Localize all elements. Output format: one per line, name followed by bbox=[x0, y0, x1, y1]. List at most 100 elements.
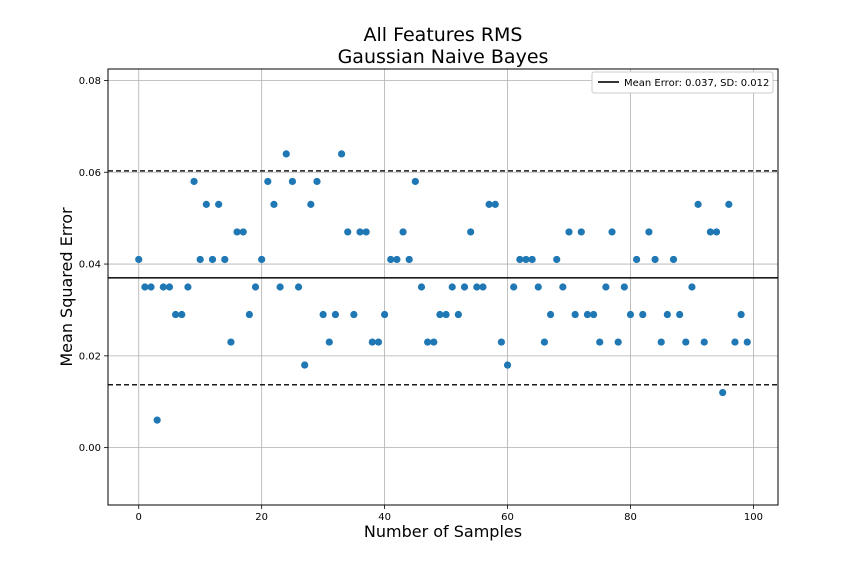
data-point bbox=[731, 338, 739, 346]
data-point bbox=[577, 228, 585, 236]
data-point bbox=[491, 200, 499, 208]
data-point bbox=[319, 310, 327, 319]
x-tick-label: 0 bbox=[136, 512, 142, 523]
x-tick-label: 100 bbox=[744, 512, 763, 523]
data-point bbox=[571, 310, 579, 319]
data-point bbox=[239, 228, 247, 236]
data-point bbox=[503, 361, 512, 369]
data-point bbox=[737, 310, 745, 319]
data-point bbox=[208, 255, 217, 264]
chart-title-line-2: Gaussian Naive Bayes bbox=[338, 46, 549, 68]
x-axis-ticks: 0 20 40 60 80 100 bbox=[136, 505, 763, 523]
data-point bbox=[393, 255, 401, 264]
data-point bbox=[522, 255, 530, 264]
data-point bbox=[294, 283, 303, 291]
data-point bbox=[411, 177, 419, 186]
data-point bbox=[251, 283, 260, 291]
data-point bbox=[387, 255, 395, 264]
data-points bbox=[135, 150, 751, 424]
data-point bbox=[479, 283, 487, 291]
data-point bbox=[565, 228, 573, 236]
data-point bbox=[331, 310, 340, 319]
data-point bbox=[288, 177, 297, 186]
data-point bbox=[700, 338, 708, 346]
data-point bbox=[651, 255, 659, 264]
y-tick-label: 0.08 bbox=[79, 76, 101, 87]
data-point bbox=[381, 310, 389, 319]
data-point bbox=[337, 150, 346, 158]
data-point bbox=[602, 283, 610, 291]
data-point bbox=[399, 228, 407, 236]
data-point bbox=[405, 255, 413, 264]
data-point bbox=[614, 338, 622, 346]
data-point bbox=[436, 310, 444, 319]
x-tick-label: 40 bbox=[378, 512, 391, 523]
data-point bbox=[313, 177, 321, 186]
data-point bbox=[743, 338, 751, 346]
data-point bbox=[583, 310, 592, 319]
y-axis-label: Mean Squared Error bbox=[57, 207, 76, 367]
data-point bbox=[178, 310, 186, 319]
data-point bbox=[510, 283, 518, 291]
data-point bbox=[534, 283, 542, 291]
x-tick-label: 80 bbox=[624, 512, 637, 523]
data-point bbox=[497, 338, 505, 346]
data-point bbox=[528, 255, 536, 264]
reference-lines bbox=[108, 170, 778, 386]
legend: Mean Error: 0.037, SD: 0.012 bbox=[591, 71, 774, 94]
data-point bbox=[657, 338, 665, 346]
data-point bbox=[221, 255, 229, 264]
data-point bbox=[516, 255, 524, 264]
data-point bbox=[141, 283, 149, 291]
data-point bbox=[694, 200, 702, 208]
data-point bbox=[676, 310, 684, 319]
data-point bbox=[540, 338, 549, 346]
data-point bbox=[368, 338, 376, 346]
data-point bbox=[430, 338, 438, 346]
data-point bbox=[325, 338, 333, 346]
data-point bbox=[202, 200, 210, 208]
chart-title-line-1: All Features RMS bbox=[364, 24, 523, 46]
data-point bbox=[589, 310, 598, 319]
data-point bbox=[135, 255, 143, 264]
y-tick-label: 0.02 bbox=[79, 351, 101, 362]
y-tick-label: 0.04 bbox=[79, 260, 101, 271]
x-axis-label: Number of Samples bbox=[364, 522, 522, 541]
data-point bbox=[454, 310, 462, 319]
y-tick-label: 0.00 bbox=[79, 443, 101, 454]
grid bbox=[108, 69, 778, 505]
legend-entry: Mean Error: 0.037, SD: 0.012 bbox=[624, 78, 769, 89]
data-point bbox=[184, 283, 192, 291]
data-point bbox=[196, 255, 204, 264]
data-point bbox=[460, 283, 469, 291]
data-point bbox=[264, 177, 272, 186]
data-point bbox=[424, 338, 432, 346]
data-point bbox=[682, 338, 690, 346]
y-axis-ticks: 0.00 0.02 0.04 0.06 0.08 bbox=[79, 76, 108, 454]
data-point bbox=[362, 228, 370, 236]
data-point bbox=[725, 200, 733, 208]
data-point bbox=[301, 361, 309, 369]
x-tick-label: 20 bbox=[255, 512, 268, 523]
data-point bbox=[663, 310, 671, 319]
data-point bbox=[374, 338, 383, 346]
data-point bbox=[712, 228, 721, 236]
data-point bbox=[688, 283, 696, 291]
data-point bbox=[467, 228, 475, 236]
data-point bbox=[559, 283, 567, 291]
data-point bbox=[626, 310, 635, 319]
data-point bbox=[245, 310, 253, 319]
data-point bbox=[719, 388, 727, 397]
data-point bbox=[448, 283, 456, 291]
data-point bbox=[159, 283, 167, 291]
data-point bbox=[639, 310, 647, 319]
data-point bbox=[706, 228, 714, 236]
data-point bbox=[356, 228, 364, 236]
data-point bbox=[147, 283, 155, 291]
data-point bbox=[344, 228, 352, 236]
data-point bbox=[172, 310, 180, 319]
data-point bbox=[608, 228, 616, 236]
data-point bbox=[307, 200, 315, 208]
data-point bbox=[215, 200, 223, 208]
